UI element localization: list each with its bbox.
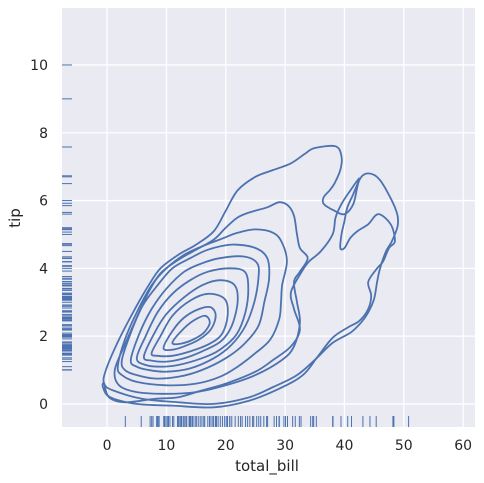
y-axis-label: tip bbox=[6, 208, 24, 228]
y-tick-label: 4 bbox=[39, 261, 48, 277]
x-tick-label: 50 bbox=[395, 438, 413, 454]
contour-line bbox=[150, 292, 229, 358]
y-rug bbox=[62, 64, 72, 371]
contour-line bbox=[101, 177, 396, 409]
contour-line bbox=[102, 144, 399, 406]
x-tick-label: 60 bbox=[454, 438, 472, 454]
y-tick-label: 8 bbox=[39, 126, 48, 142]
y-tick-label: 0 bbox=[39, 397, 48, 413]
contour-line bbox=[120, 243, 271, 380]
x-tick-label: 10 bbox=[158, 438, 176, 454]
y-tick-labels: 0 2 4 6 8 10 bbox=[30, 58, 48, 413]
y-tick-label: 2 bbox=[39, 329, 48, 345]
contour-line bbox=[171, 314, 211, 346]
x-tick-label: 40 bbox=[336, 438, 354, 454]
x-tick-label: 30 bbox=[276, 438, 294, 454]
contour-line bbox=[135, 267, 250, 368]
x-tick-labels: 0 10 20 30 40 50 60 bbox=[103, 438, 472, 454]
contour-lines bbox=[101, 144, 399, 409]
x-tick-label: 20 bbox=[217, 438, 235, 454]
contour-line bbox=[142, 279, 239, 363]
y-tick-label: 10 bbox=[30, 58, 48, 74]
contour-line bbox=[113, 201, 309, 395]
y-tick-label: 6 bbox=[39, 194, 48, 210]
x-tick-label: 0 bbox=[103, 438, 112, 454]
contour-line bbox=[116, 228, 288, 387]
contour-line bbox=[129, 255, 260, 373]
x-axis-label: total_bill bbox=[235, 457, 299, 476]
x-rug bbox=[124, 416, 410, 427]
contour-line bbox=[162, 305, 217, 352]
